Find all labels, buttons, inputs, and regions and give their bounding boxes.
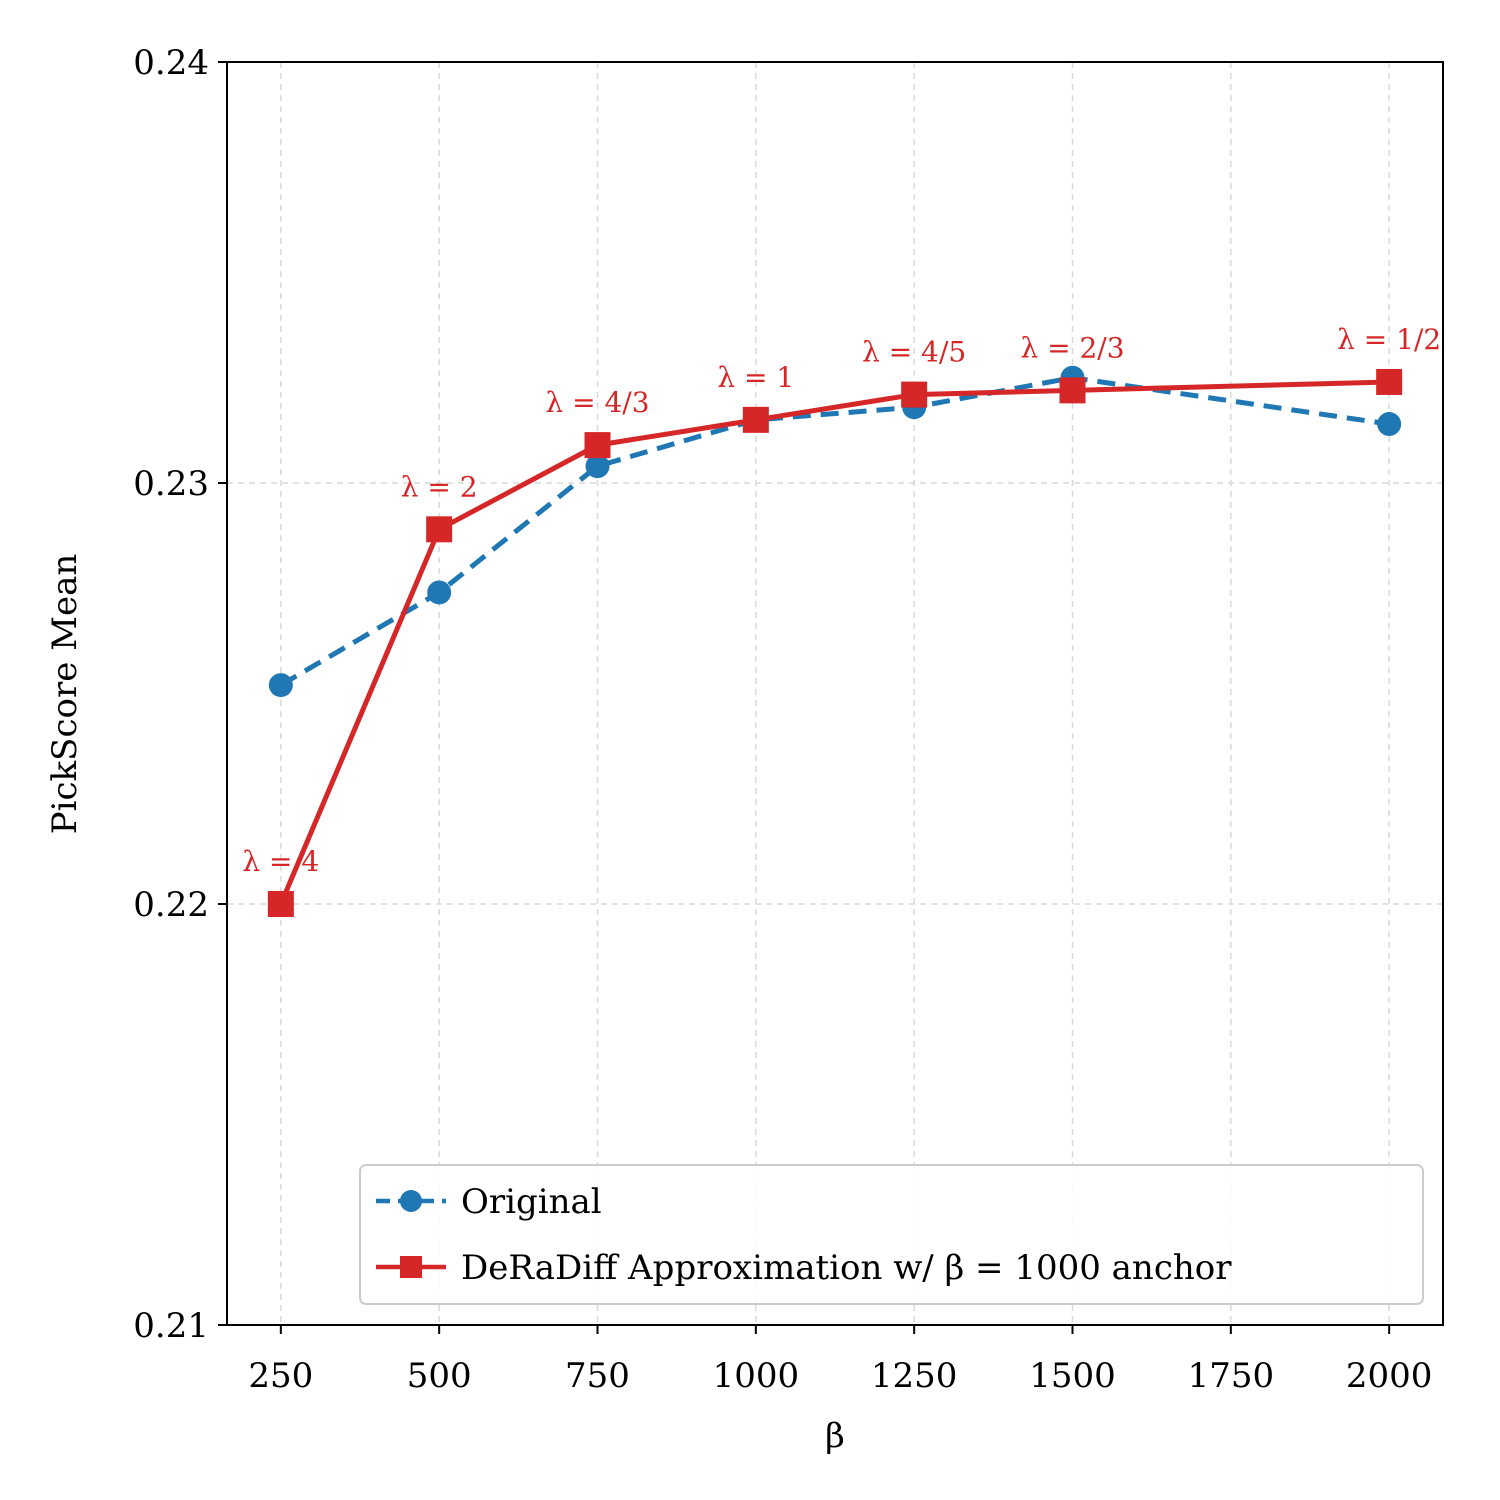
data-point-deradiff <box>426 516 453 543</box>
y-tick-label: 0.21 <box>133 1306 209 1346</box>
data-point-deradiff <box>267 891 294 917</box>
lambda-annotation: λ = 1 <box>717 361 794 394</box>
x-tick-label: 750 <box>565 1356 630 1396</box>
x-tick-label: 1750 <box>1188 1356 1275 1396</box>
annotations: λ = 4 λ = 2 λ = 4/3 λ = 1 λ = 4/5 λ = 2/3 λ = … <box>242 323 1441 878</box>
lambda-annotation: λ = 4/5 <box>862 336 966 369</box>
lambda-annotation: λ = 4/3 <box>545 386 649 419</box>
data-point-deradiff <box>584 432 611 459</box>
series-layer <box>267 365 1403 917</box>
legend-label-deradiff: DeRaDiff Approximation w/ β = 1000 ancho… <box>461 1248 1232 1288</box>
data-point-original <box>268 673 293 698</box>
legend-frame <box>359 1164 1424 1305</box>
x-tick-label: 1500 <box>1029 1356 1116 1396</box>
x-tick-label: 250 <box>248 1356 313 1396</box>
x-tick-label: 1000 <box>713 1356 800 1396</box>
x-tick-label: 2000 <box>1346 1356 1433 1396</box>
y-tick-label: 0.22 <box>133 885 209 925</box>
data-point-deradiff <box>1376 368 1403 395</box>
lambda-annotation: λ = 2/3 <box>1020 331 1124 364</box>
data-point-original <box>585 454 610 479</box>
lambda-annotation: λ = 4 <box>242 845 319 878</box>
plot-frame <box>226 61 1444 1326</box>
legend-marker-deradiff <box>400 1256 422 1278</box>
legend: Original DeRaDiff Approximation w/ β = 1… <box>359 1164 1424 1305</box>
grid <box>227 62 1443 1325</box>
data-point-original <box>427 580 452 605</box>
x-axis-title: β <box>825 1416 845 1456</box>
data-point-deradiff <box>1059 377 1086 404</box>
legend-label-original: Original <box>461 1182 602 1222</box>
data-point-deradiff <box>901 381 928 408</box>
x-tick-label: 1250 <box>871 1356 958 1396</box>
y-tick-label: 0.24 <box>133 43 209 83</box>
y-axis-title: PickScore Mean <box>45 554 85 834</box>
lambda-annotation: λ = 1/2 <box>1337 323 1441 356</box>
data-point-deradiff <box>742 406 769 433</box>
legend-marker-original <box>400 1190 422 1212</box>
x-tick-label: 500 <box>407 1356 472 1396</box>
data-point-original <box>1377 412 1402 437</box>
y-tick-label: 0.23 <box>133 464 209 504</box>
lambda-annotation: λ = 2 <box>401 470 478 503</box>
ticks: 250 500 750 1000 1250 1500 1750 2000 0.21 0.22 0.2… <box>133 43 1432 1396</box>
